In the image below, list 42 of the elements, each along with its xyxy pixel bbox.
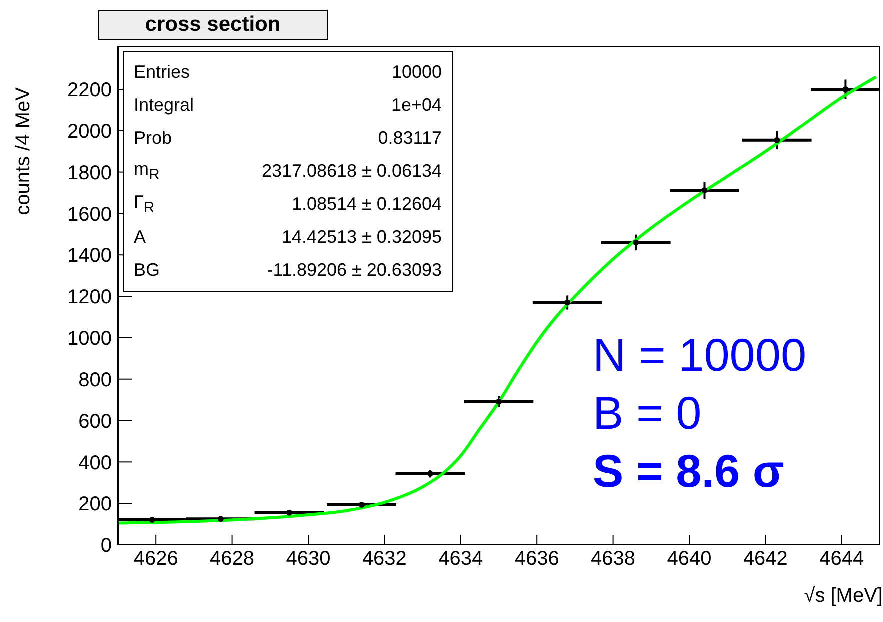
x-tick-label: 4638 <box>591 548 636 570</box>
x-tick-label: 4630 <box>286 548 331 570</box>
annotation: BG <box>134 260 160 280</box>
annotation: -11.89206 ± 20.63093 <box>267 260 442 281</box>
y-tick-label: 2200 <box>68 80 112 102</box>
y-tick-label: 1600 <box>68 204 112 226</box>
y-tick-label: 0 <box>100 535 112 558</box>
x-tick-label: 4636 <box>514 548 560 570</box>
annotation: Prob <box>134 128 172 148</box>
y-tick-label: 600 <box>78 410 112 433</box>
x-tick-label: 4644 <box>820 548 864 570</box>
annotation: Entries <box>134 62 190 82</box>
x-tick-label: 4640 <box>667 548 712 570</box>
annotation: m$_{R}$ <box>134 159 160 184</box>
y-tick-label: 1800 <box>68 162 112 184</box>
x-tick-label: 4628 <box>210 548 255 570</box>
y-tick-label: 1000 <box>68 328 112 350</box>
annotation: S = 8.6 σ <box>593 444 786 499</box>
annotation: Integral <box>134 95 194 115</box>
annotation: Γ$_{R}$ <box>134 192 155 217</box>
chart-title: cross section <box>98 10 328 40</box>
y-axis-title: counts /4 MeV <box>12 87 36 215</box>
annotation: 1.08514 ± 0.12604 <box>292 194 442 215</box>
annotation: B = 0 <box>593 386 703 441</box>
y-tick-label: 800 <box>78 369 112 392</box>
y-tick-label: 2000 <box>68 120 112 143</box>
annotation: N = 10000 <box>593 328 807 383</box>
y-tick-label: 400 <box>78 452 112 474</box>
y-tick-label: 200 <box>78 494 112 516</box>
annotation: A <box>134 227 146 247</box>
x-tick-label: 4642 <box>743 548 788 570</box>
y-tick-label: 1400 <box>68 245 112 268</box>
annotation: 1e+04 <box>391 95 442 116</box>
annotation: 14.42513 ± 0.32095 <box>282 227 442 248</box>
y-tick-label: 1200 <box>68 286 112 309</box>
annotation: 2317.08618 ± 0.06134 <box>262 161 442 182</box>
x-tick-label: 4634 <box>438 548 484 570</box>
annotation: 0.83117 <box>378 128 442 149</box>
annotation: 10000 <box>392 62 442 83</box>
x-axis-title: √s [MeV] <box>804 585 883 608</box>
x-tick-label: 4626 <box>134 548 178 570</box>
x-tick-label: 4632 <box>362 548 407 570</box>
